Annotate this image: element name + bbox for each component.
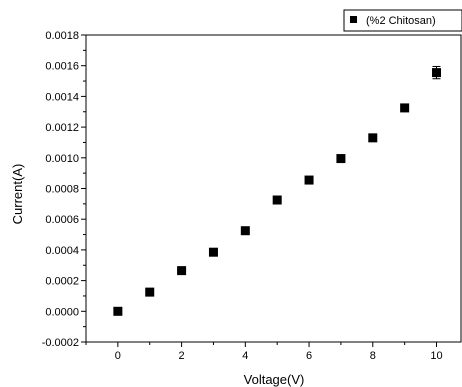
legend-marker-chitosan bbox=[350, 16, 357, 23]
y-tick-label: -0.0002 bbox=[42, 337, 79, 349]
y-tick-label: 0.0010 bbox=[45, 153, 79, 165]
data-point bbox=[177, 266, 187, 276]
legend: (%2 Chitosan) bbox=[343, 9, 462, 32]
x-tick-label: 10 bbox=[430, 350, 442, 362]
data-point bbox=[208, 247, 218, 257]
data-points bbox=[113, 65, 442, 316]
data-point bbox=[304, 175, 314, 185]
data-point bbox=[113, 306, 123, 316]
y-tick-label: 0.0016 bbox=[45, 61, 79, 73]
data-point bbox=[145, 287, 155, 297]
plot-frame bbox=[85, 34, 462, 343]
legend-label-chitosan: (%2 Chitosan) bbox=[366, 15, 436, 27]
y-tick-label: 0.0008 bbox=[45, 184, 79, 196]
data-point bbox=[336, 154, 346, 164]
y-axis-title: Current(A) bbox=[10, 164, 25, 225]
y-tick-label: 0.0004 bbox=[45, 245, 79, 257]
y-tick-label: 0.0018 bbox=[45, 30, 79, 42]
y-tick-label: 0.0012 bbox=[45, 122, 79, 134]
y-tick-label: 0.0014 bbox=[45, 91, 79, 103]
data-point bbox=[400, 103, 410, 113]
data-point bbox=[272, 195, 282, 205]
x-tick-label: 6 bbox=[306, 350, 312, 362]
data-point bbox=[240, 226, 250, 236]
plot-area: 0 2 4 6 8 10 -0.0002 0.0000 0.0002 0.0004 0.0006 0.… bbox=[42, 30, 462, 362]
y-tick-label: 0.0002 bbox=[45, 276, 79, 288]
y-tick-label: 0.0006 bbox=[45, 214, 79, 226]
y-tick-label: 0.0000 bbox=[45, 306, 79, 318]
x-tick-label: 0 bbox=[115, 350, 121, 362]
x-tick-label: 8 bbox=[370, 350, 376, 362]
data-point bbox=[368, 133, 378, 143]
x-tick-label: 4 bbox=[242, 350, 248, 362]
x-tick-label: 2 bbox=[179, 350, 185, 362]
legend-box bbox=[343, 9, 462, 32]
data-point bbox=[432, 68, 442, 78]
x-axis-title: Voltage(V) bbox=[244, 372, 305, 387]
